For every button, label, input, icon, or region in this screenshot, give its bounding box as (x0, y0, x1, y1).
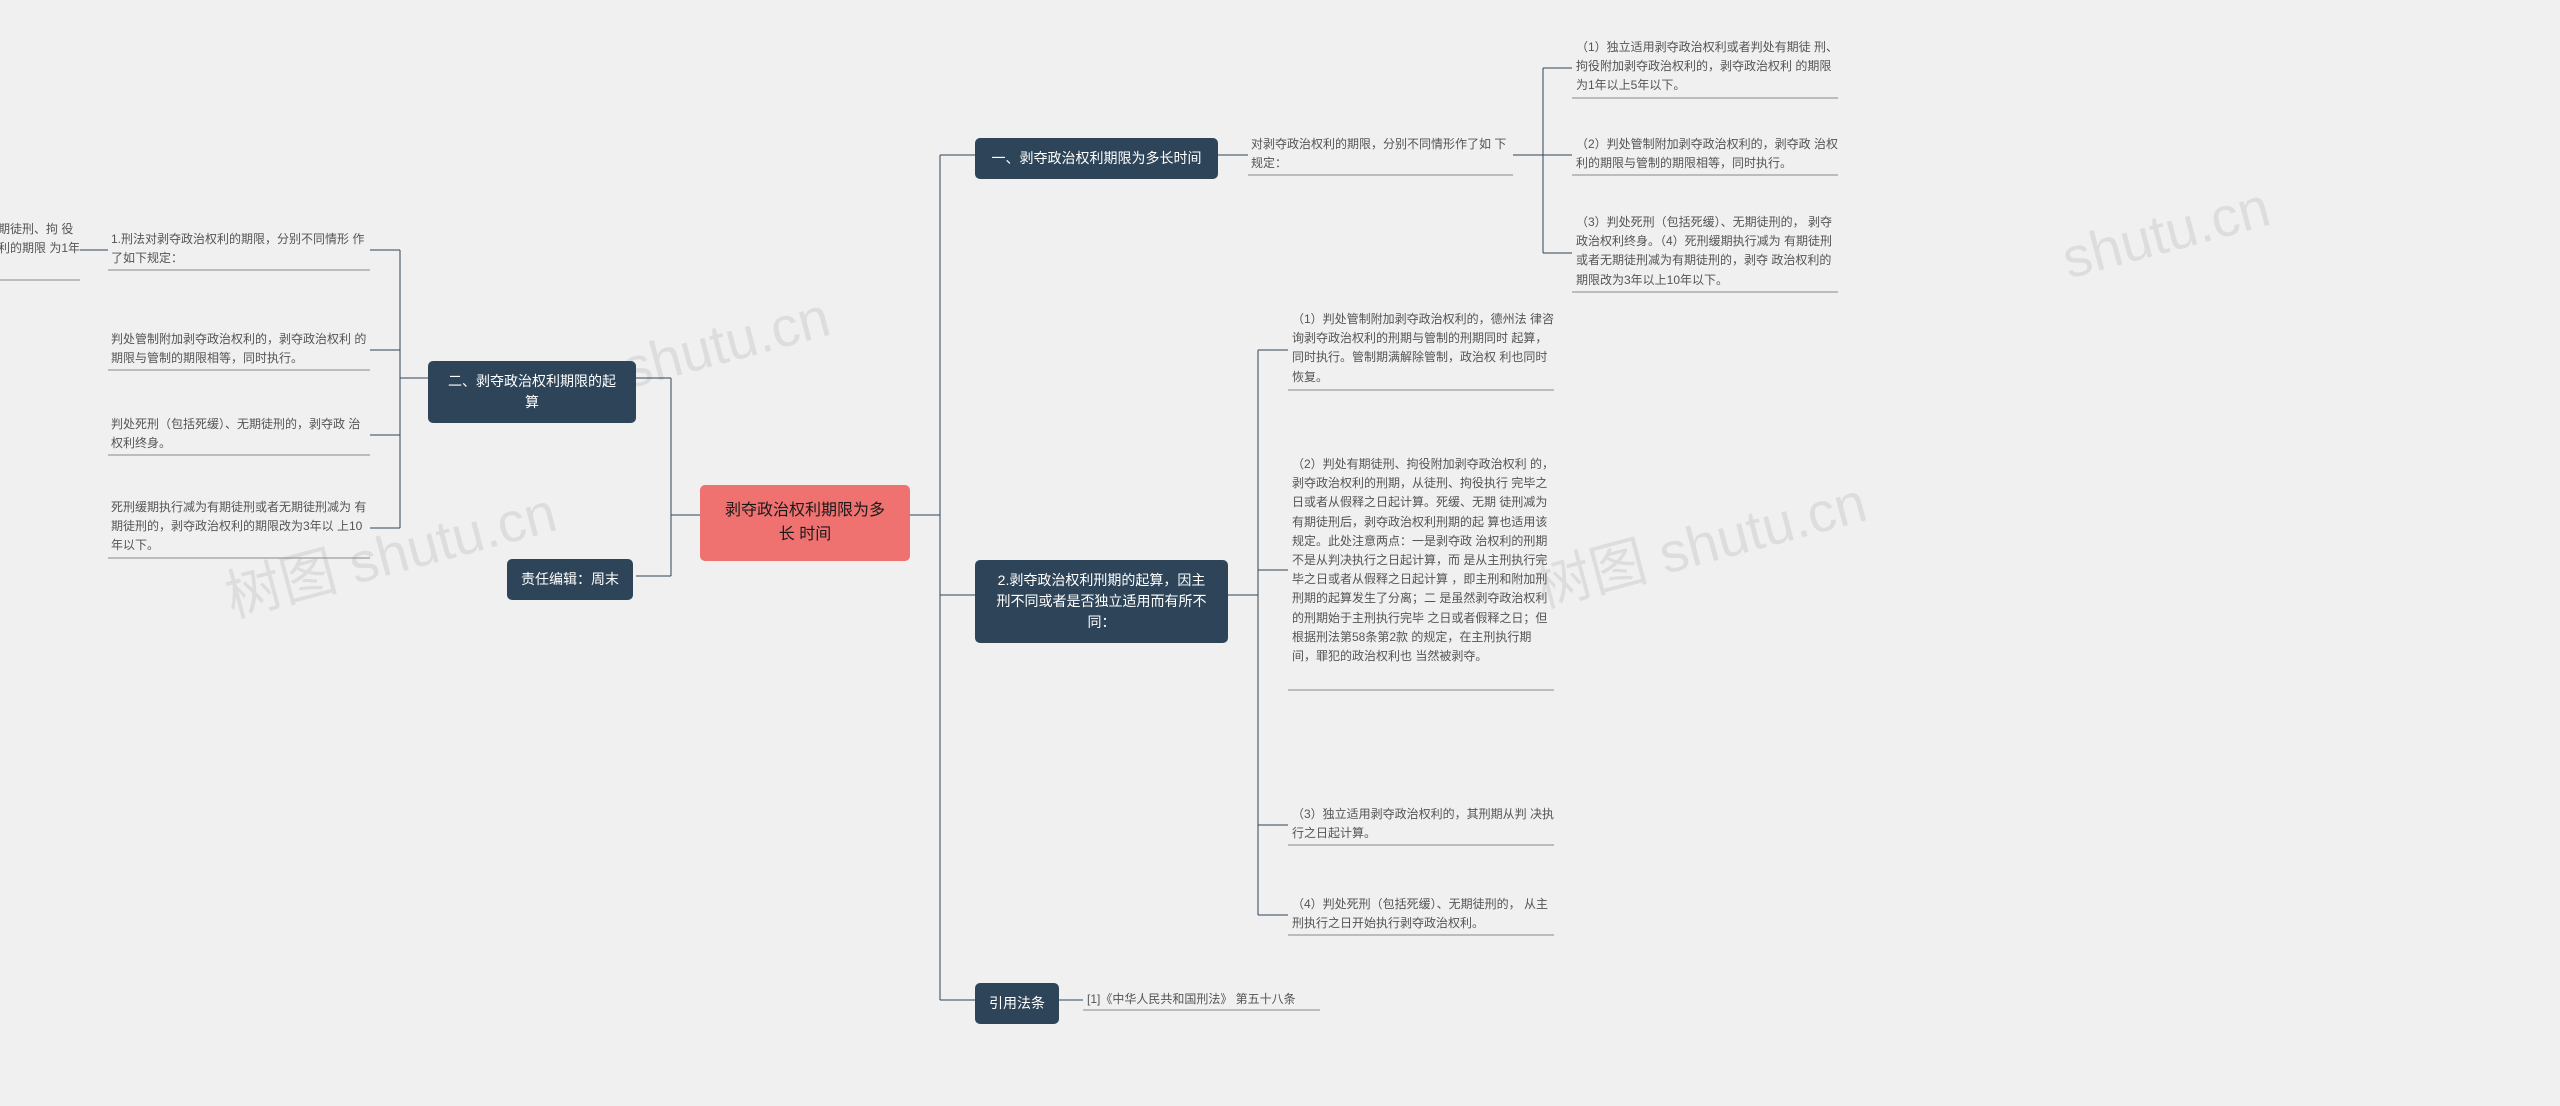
leaf-l1-3: 死刑缓期执行减为有期徒刑或者无期徒刑减为 有期徒刑的，剥夺政治权利的期限改为3年… (111, 498, 369, 559)
leaf-r1-2: （2）判处管制附加剥夺政治权利的，剥夺政 治权利的期限与管制的期限相等，同时执行… (1576, 135, 1838, 176)
branch-right-2[interactable]: 2.剥夺政治权利刑期的起算，因主 刑不同或者是否独立适用而有所不 同： (975, 560, 1228, 643)
branch-label: 引用法条 (989, 993, 1045, 1014)
root-node[interactable]: 剥夺政治权利期限为多长 时间 (700, 485, 910, 561)
leaf-l1-1: 判处管制附加剥夺政治权利的，剥夺政治权利 的期限与管制的期限相等，同时执行。 (111, 330, 369, 371)
branch-left-1[interactable]: 二、剥夺政治权利期限的起算 (428, 361, 636, 423)
leaf-l1-intro: 1.刑法对剥夺政治权利的期限，分别不同情形 作了如下规定： (111, 230, 369, 271)
leaf-l1-sub: 独立适用剥夺政治权利或者判处有期徒刑、拘 役附加剥夺政治权利的，剥夺政治权利的期… (0, 220, 80, 281)
leaf-r3: [1]《中华人民共和国刑法》 第五十八条 (1087, 990, 1327, 1012)
branch-label: 2.剥夺政治权利刑期的起算，因主 刑不同或者是否独立适用而有所不 同： (989, 570, 1214, 633)
watermark: shutu.cn (615, 284, 836, 402)
leaf-l1-2: 判处死刑（包括死缓）、无期徒刑的，剥夺政 治权利终身。 (111, 415, 369, 456)
branch-label: 一、剥夺政治权利期限为多长时间 (992, 148, 1202, 169)
branch-label: 责任编辑：周末 (521, 569, 619, 590)
leaf-r1-1: （1）独立适用剥夺政治权利或者判处有期徒 刑、拘役附加剥夺政治权利的，剥夺政治权… (1576, 38, 1838, 99)
root-label: 剥夺政治权利期限为多长 时间 (720, 499, 890, 547)
branch-right-3[interactable]: 引用法条 (975, 983, 1059, 1024)
leaf-r2-3: （3）独立适用剥夺政治权利的，其刑期从判 决执行之日起计算。 (1292, 805, 1554, 846)
leaf-r2-4: （4）判处死刑（包括死缓）、无期徒刑的， 从主刑执行之日开始执行剥夺政治权利。 (1292, 895, 1554, 936)
watermark: 树图 shutu.cn (1525, 457, 1874, 623)
leaf-r2-2: （2）判处有期徒刑、拘役附加剥夺政治权利 的，剥夺政治权利的刑期，从徒刑、拘役执… (1292, 455, 1554, 669)
branch-right-1[interactable]: 一、剥夺政治权利期限为多长时间 (975, 138, 1218, 179)
watermark: shutu.cn (2055, 174, 2276, 292)
leaf-r2-1: （1）判处管制附加剥夺政治权利的，德州法 律咨询剥夺政治权利的刑期与管制的刑期同… (1292, 310, 1554, 390)
branch-label: 二、剥夺政治权利期限的起算 (442, 371, 622, 413)
leaf-r1-intro: 对剥夺政治权利的期限，分别不同情形作了如 下规定： (1251, 135, 1513, 176)
leaf-r1-3: （3）判处死刑（包括死缓）、无期徒刑的， 剥夺政治权利终身。（4）死刑缓期执行减… (1576, 213, 1838, 293)
branch-left-2[interactable]: 责任编辑：周末 (507, 559, 633, 600)
